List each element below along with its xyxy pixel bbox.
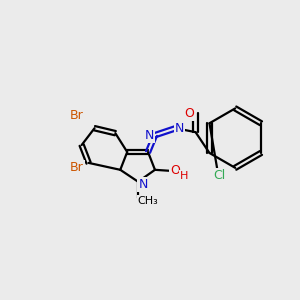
Text: Br: Br (70, 161, 84, 174)
Text: O: O (185, 107, 195, 120)
Text: Cl: Cl (213, 169, 226, 182)
Text: N: N (175, 122, 184, 135)
Text: N: N (144, 129, 154, 142)
Text: N: N (138, 178, 148, 191)
Text: H: H (179, 171, 188, 181)
Text: Br: Br (70, 109, 84, 122)
Text: O: O (170, 164, 180, 177)
Text: CH₃: CH₃ (138, 196, 158, 206)
